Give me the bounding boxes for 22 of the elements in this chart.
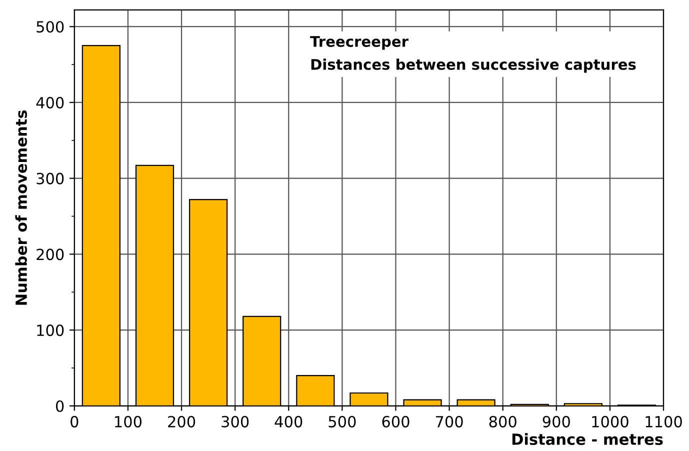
x-tick-label: 200 [168, 416, 196, 428]
y-tick-label: 200 [36, 248, 64, 260]
x-tick-label: 100 [115, 416, 142, 428]
x-tick-label: 1000 [592, 416, 628, 428]
y-tick-label: 0 [56, 400, 64, 412]
text: Distances between successive captures [311, 58, 636, 73]
y-tick-label: 300 [36, 172, 64, 184]
x-tick-label: 900 [542, 416, 570, 428]
x-tick-label: 400 [274, 416, 302, 428]
x-tick-label: 300 [222, 416, 249, 428]
text: Treecreeper [310, 36, 408, 50]
x-tick-label: 700 [436, 416, 463, 428]
y-tick-label: 400 [36, 96, 64, 108]
y-axis-title: Number of movements [15, 110, 28, 305]
y-tick-label: 500 [36, 21, 64, 33]
x-tick-label: 500 [328, 416, 356, 428]
x-tick-label: 800 [489, 416, 516, 428]
x-tick-label: 600 [382, 416, 410, 428]
x-tick-label: 1100 [646, 416, 682, 428]
x-tick-label: 0 [70, 416, 78, 428]
x-axis-title: Distance - metres [512, 433, 663, 446]
y-tick-label: 100 [37, 324, 64, 336]
